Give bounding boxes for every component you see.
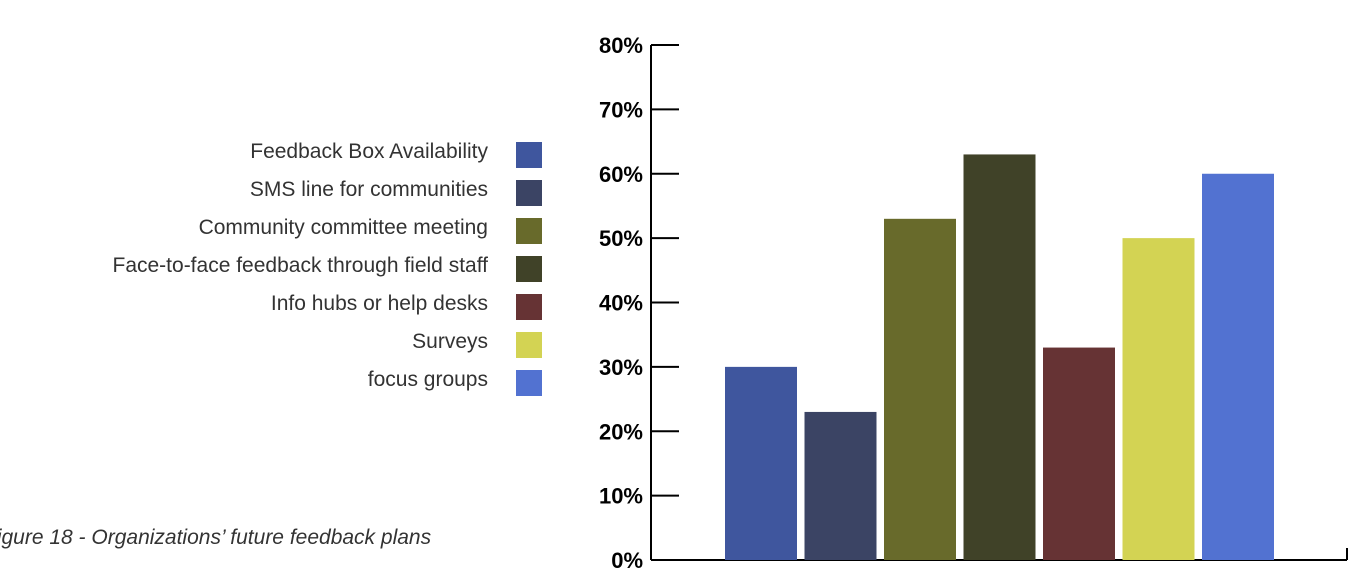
legend-swatch — [516, 256, 542, 282]
legend-label: Face-to-face feedback through field staf… — [112, 254, 489, 277]
legend-item: Community committee meeting — [0, 214, 545, 252]
bar-face-to-face-feedback-through-field-staff — [963, 154, 1036, 560]
bar-feedback-box-availability — [725, 366, 797, 560]
bar-focus-groups — [1202, 173, 1274, 560]
legend-item: SMS line for communities — [0, 176, 545, 214]
bar-info-hubs-or-help-desks — [1043, 347, 1115, 560]
bar-surveys — [1122, 238, 1195, 560]
bar-sms-line-for-communities — [804, 411, 877, 560]
legend-item: Feedback Box Availability — [0, 138, 545, 176]
legend-item: Surveys — [0, 328, 545, 366]
y-tick-label: 80% — [599, 33, 643, 58]
legend-swatch — [516, 370, 542, 396]
figure-caption: Figure 18 - Organizations’ future feedba… — [0, 526, 432, 549]
chart-legend: Feedback Box Availability SMS line for co… — [0, 138, 545, 404]
y-axis: 0% 10% 20% 30% 40% 50% 60% 70% 80% — [599, 33, 1348, 573]
legend-swatch — [516, 294, 542, 320]
y-tick-label: 20% — [599, 419, 643, 444]
bar-community-committee-meeting — [884, 218, 956, 560]
legend-item: focus groups — [0, 366, 545, 404]
legend-swatch — [516, 180, 542, 206]
legend-label: SMS line for communities — [249, 178, 488, 201]
legend-label: Feedback Box Availability — [250, 140, 488, 163]
y-tick-label: 0% — [611, 548, 643, 573]
legend-label: focus groups — [367, 368, 488, 391]
bars — [725, 154, 1274, 560]
legend-label: Info hubs or help desks — [270, 292, 488, 315]
legend-label: Surveys — [412, 330, 488, 353]
legend-label: Community committee meeting — [198, 216, 488, 239]
legend-swatch — [516, 142, 542, 168]
y-tick-label: 30% — [599, 355, 643, 380]
y-tick-label: 50% — [599, 226, 643, 251]
legend-item: Face-to-face feedback through field staf… — [0, 252, 545, 290]
y-tick-label: 40% — [599, 291, 643, 316]
legend-swatch — [516, 332, 542, 358]
legend-item: Info hubs or help desks — [0, 290, 545, 328]
y-tick-label: 10% — [599, 484, 643, 509]
legend-swatch — [516, 218, 542, 244]
y-tick-label: 60% — [599, 162, 643, 187]
y-tick-label: 70% — [599, 97, 643, 122]
